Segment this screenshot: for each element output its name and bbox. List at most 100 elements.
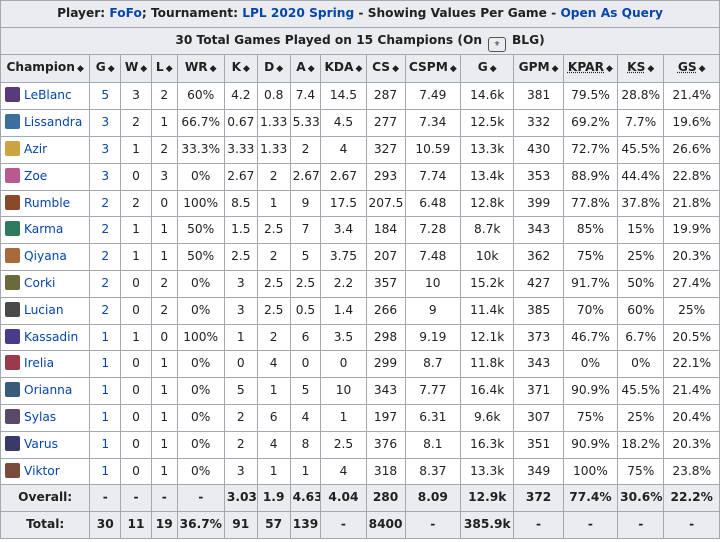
stat-cell-g[interactable]: 1: [89, 430, 122, 459]
stat-cell-k: 1: [223, 323, 258, 352]
sort-icon[interactable]: ◆: [165, 63, 173, 74]
stat-cell-g[interactable]: 5: [89, 82, 122, 111]
stat-cell-gs: 19.6%: [663, 109, 720, 137]
champion-link[interactable]: Kassadin: [24, 329, 79, 344]
stat-cell-g[interactable]: 1: [89, 403, 122, 432]
column-header-w[interactable]: W ◆: [120, 53, 152, 84]
champion-link[interactable]: Rumble: [24, 195, 71, 210]
stat-cell-g[interactable]: 1: [89, 377, 122, 405]
stat-cell-gs: 21.4%: [663, 377, 720, 405]
champion-link[interactable]: Qiyana: [24, 249, 67, 264]
champion-portrait-icon[interactable]: [5, 194, 20, 210]
champion-portrait-icon[interactable]: [5, 301, 20, 317]
sort-icon[interactable]: ◆: [276, 63, 284, 74]
column-header-l[interactable]: L ◆: [150, 53, 178, 84]
stat-cell-gpm: 353: [513, 162, 564, 191]
column-header-kpar[interactable]: KPAR ◆: [562, 53, 619, 84]
column-header-k[interactable]: K ◆: [223, 53, 258, 84]
stat-cell-g[interactable]: 2: [89, 189, 122, 218]
stat-cell-g[interactable]: 3: [89, 162, 122, 191]
column-header-ks[interactable]: KS ◆: [617, 53, 665, 84]
sort-icon[interactable]: ◆: [76, 63, 84, 74]
champion-portrait-icon[interactable]: [5, 221, 20, 237]
champion-portrait-icon[interactable]: [5, 435, 20, 451]
champion-cell: Lucian: [0, 296, 91, 325]
champion-portrait-icon[interactable]: [5, 167, 20, 183]
open-as-query-link[interactable]: Open As Query: [560, 6, 663, 20]
banner: Player: FoFo; Tournament: LPL 2020 Sprin…: [0, 0, 720, 28]
sort-icon[interactable]: ◆: [551, 63, 559, 74]
champion-link[interactable]: Corki: [24, 275, 56, 290]
column-header-d[interactable]: D ◆: [256, 53, 291, 84]
column-header-gpm[interactable]: GPM ◆: [513, 53, 564, 84]
sort-icon[interactable]: ◆: [307, 63, 315, 74]
tournament-link[interactable]: LPL 2020 Spring: [242, 6, 355, 20]
stat-cell-g[interactable]: 3: [89, 109, 122, 137]
column-header-champion[interactable]: Champion ◆: [0, 53, 91, 84]
champion-link[interactable]: Karma: [24, 222, 64, 237]
champion-portrait-icon[interactable]: [5, 328, 20, 344]
champion-portrait-icon[interactable]: [5, 114, 20, 130]
champion-portrait-icon[interactable]: [5, 87, 20, 103]
sort-icon[interactable]: ◆: [449, 63, 457, 74]
column-header-kda[interactable]: KDA ◆: [320, 53, 367, 84]
sort-icon[interactable]: ◆: [140, 63, 148, 74]
stat-cell-a: 0: [289, 350, 322, 379]
stat-cell-g[interactable]: 1: [89, 350, 122, 379]
table-row: Zoe 3 0 3 0% 2.67 2 2.67 2.67 293 7.74 13.4k 353 88.9…: [0, 162, 720, 191]
champion-link[interactable]: Varus: [24, 436, 58, 451]
stat-cell-g[interactable]: 3: [89, 135, 122, 164]
sort-icon[interactable]: ◆: [606, 63, 613, 74]
column-header-cs[interactable]: CS ◆: [365, 53, 406, 84]
champion-link[interactable]: Sylas: [24, 409, 57, 424]
champion-link[interactable]: Irelia: [24, 356, 55, 371]
champion-portrait-icon[interactable]: [5, 408, 20, 424]
column-header-cspm[interactable]: CSPM ◆: [404, 53, 462, 84]
sort-icon[interactable]: ◆: [209, 63, 217, 74]
sort-icon[interactable]: ◆: [647, 63, 655, 74]
sort-icon[interactable]: ◆: [392, 63, 399, 74]
column-header-gs[interactable]: GS ◆: [663, 53, 720, 84]
stat-cell-g[interactable]: 1: [89, 457, 122, 486]
stat-cell-g[interactable]: 2: [89, 243, 122, 271]
stat-cell-cs: 184: [365, 216, 406, 245]
champion-portrait-icon[interactable]: [5, 462, 20, 478]
player-link[interactable]: FoFo: [109, 6, 142, 20]
champion-portrait-icon[interactable]: [5, 274, 20, 290]
champion-link[interactable]: Zoe: [24, 168, 48, 183]
column-header-g-gold[interactable]: G ◆: [460, 53, 515, 84]
stat-cell-g[interactable]: 2: [89, 216, 122, 245]
column-header-a[interactable]: A ◆: [289, 53, 322, 84]
champion-link[interactable]: Lucian: [24, 302, 64, 317]
stat-cell-wr: 50%: [176, 243, 225, 271]
champion-portrait-icon[interactable]: [5, 140, 20, 156]
stat-cell-ks: 37.8%: [617, 189, 665, 218]
overall-cell: -: [150, 484, 178, 513]
champion-portrait-icon[interactable]: [5, 355, 20, 371]
champion-portrait-icon[interactable]: [5, 382, 20, 398]
champion-link[interactable]: Viktor: [24, 463, 60, 478]
sort-icon[interactable]: ◆: [107, 63, 115, 74]
column-label: D: [264, 59, 275, 74]
sort-icon[interactable]: ◆: [355, 63, 363, 74]
stat-cell-g[interactable]: 2: [89, 296, 122, 325]
stat-cell-k: 8.5: [223, 189, 258, 218]
champion-portrait-icon[interactable]: [5, 248, 20, 264]
champion-link[interactable]: LeBlanc: [24, 88, 72, 103]
column-header-g-games[interactable]: G ◆: [89, 53, 122, 84]
champion-link[interactable]: Azir: [24, 141, 48, 156]
champion-link[interactable]: Lissandra: [24, 115, 83, 130]
champion-link[interactable]: Orianna: [24, 383, 73, 398]
stat-cell-kpar: 88.9%: [562, 162, 619, 191]
column-header-wr[interactable]: WR ◆: [176, 53, 225, 84]
stat-cell-wr: 0%: [176, 403, 225, 432]
stat-cell-l: 2: [150, 296, 178, 325]
stat-cell-g[interactable]: 1: [89, 323, 122, 352]
sort-icon[interactable]: ◆: [243, 63, 250, 74]
sort-icon[interactable]: ◆: [698, 63, 706, 74]
sort-icon[interactable]: ◆: [489, 63, 497, 74]
stat-cell-kda: 17.5: [320, 189, 367, 218]
stat-cell-a: 2.5: [289, 269, 322, 298]
column-label: A: [296, 59, 306, 74]
stat-cell-g[interactable]: 2: [89, 269, 122, 298]
